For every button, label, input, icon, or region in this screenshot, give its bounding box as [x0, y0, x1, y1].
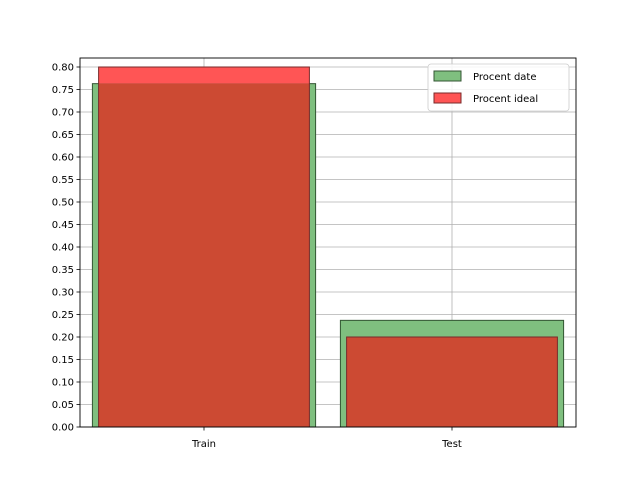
y-tick-label: 0.10: [52, 378, 74, 389]
y-tick-label: 0.65: [52, 130, 74, 141]
y-tick-label: 0.50: [52, 198, 74, 209]
y-tick-label: 0.35: [52, 265, 74, 276]
y-tick-label: 0.25: [52, 310, 74, 321]
bar-procent-ideal-overlap-test: [346, 337, 558, 427]
y-tick-label: 0.20: [52, 333, 74, 344]
y-tick-label: 0.00: [52, 423, 74, 434]
legend-label: Procent ideal: [473, 94, 538, 105]
y-tick-label: 0.70: [52, 108, 74, 119]
y-tick-label: 0.60: [52, 153, 74, 164]
legend-box: [427, 63, 570, 112]
x-tick-label: Train: [191, 439, 216, 450]
bar-procent-ideal-overlap-train: [98, 83, 310, 428]
x-tick-label: Test: [441, 439, 462, 450]
y-tick-label: 0.45: [52, 220, 74, 231]
y-tick-label: 0.15: [52, 355, 74, 366]
y-tick-label: 0.75: [52, 85, 74, 96]
axes: [79, 57, 577, 428]
y-tick-label: 0.30: [52, 288, 74, 299]
bar-procent-ideal-exposed-train: [98, 67, 310, 84]
y-tick-label: 0.55: [52, 175, 74, 186]
legend-swatch: [433, 92, 462, 104]
legend-label: Procent date: [473, 72, 537, 83]
bars-group: [91, 66, 565, 428]
y-tick-label: 0.40: [52, 243, 74, 254]
y-tick-label: 0.80: [52, 63, 74, 74]
y-axis-ticks: 0.00 0.05 0.10 0.15 0.20 0.25 0.30 0.35 0.40 0.45…: [52, 63, 80, 434]
plot-frame: [79, 57, 577, 428]
legend: Procent date Procent ideal: [427, 63, 570, 112]
x-axis-ticks: Train Test: [191, 427, 462, 450]
y-tick-label: 0.05: [52, 400, 74, 411]
legend-swatch: [433, 70, 462, 82]
